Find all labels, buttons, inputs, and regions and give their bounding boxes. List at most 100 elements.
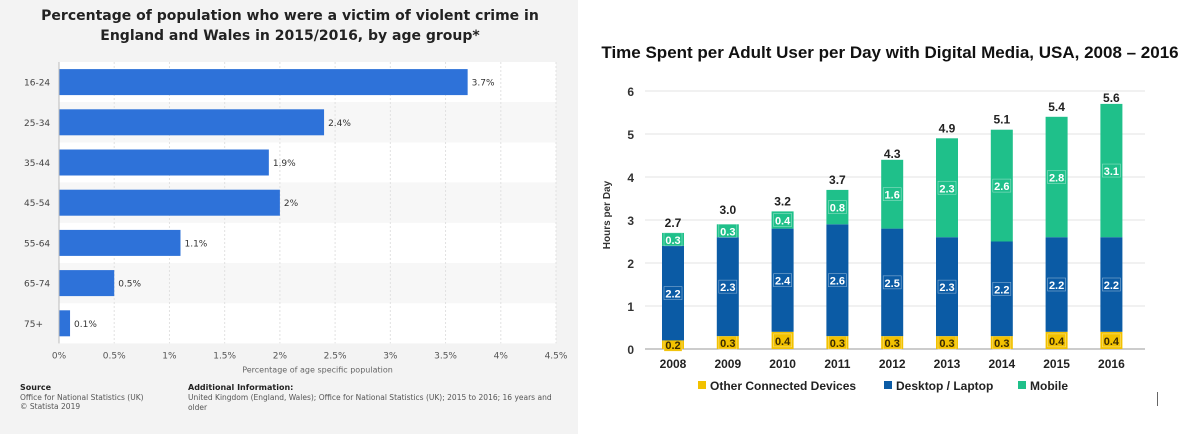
segment-value-label: 2.2 <box>665 289 680 301</box>
segment-value-label: 0.4 <box>775 216 791 228</box>
x-tick-label: 0.5% <box>103 351 126 361</box>
y-category-label: 65-74 <box>24 280 50 290</box>
y-tick-label: 6 <box>627 85 634 99</box>
segment-label-box <box>937 180 957 195</box>
source-line-1: Office for National Statistics (UK) <box>20 393 144 402</box>
segment-value-label: 2.6 <box>830 276 845 288</box>
segment-value-label: 0.4 <box>1104 336 1120 348</box>
total-label: 5.6 <box>1103 91 1120 105</box>
segment-value-label: 0.3 <box>994 338 1009 350</box>
segment-label-box <box>882 187 902 201</box>
row-band <box>59 263 556 304</box>
x-axis-title: Percentage of age specific population <box>242 365 393 374</box>
info-text: United Kingdom (England, Wales); Office … <box>188 393 552 412</box>
segment-label-box <box>718 279 738 294</box>
bar-value-label: 2% <box>284 199 299 209</box>
segment-value-label: 2.3 <box>720 282 735 294</box>
segment-label-box <box>1102 163 1121 178</box>
x-tick-label: 2.5% <box>324 351 347 361</box>
divider-line <box>1157 392 1158 406</box>
x-tick-label: 2008 <box>660 357 687 371</box>
bar <box>59 69 468 96</box>
total-label: 3.0 <box>719 203 736 217</box>
segment-label-box <box>663 232 683 247</box>
segment-label-box <box>882 275 902 290</box>
total-label: 4.3 <box>884 147 901 161</box>
total-label: 4.9 <box>939 121 956 135</box>
segment-value-label: 0.3 <box>939 338 954 350</box>
y-tick-label: 0 <box>627 343 634 357</box>
info-heading: Additional Information: <box>188 383 294 392</box>
segment-label-box <box>773 273 792 288</box>
segment-label-box <box>1047 170 1066 184</box>
segment-label-box <box>773 333 792 348</box>
bar <box>59 270 115 297</box>
legend-label: Other Connected Devices <box>710 379 856 393</box>
segment-value-label: 2.6 <box>994 181 1009 193</box>
segment-value-label: 2.2 <box>1104 280 1119 292</box>
segment-label-box <box>828 273 847 288</box>
segment-value-label: 0.8 <box>830 203 845 215</box>
x-tick-label: 1.5% <box>213 351 236 361</box>
segment-value-label: 1.6 <box>885 190 900 202</box>
total-label: 3.7 <box>829 173 846 187</box>
legend-swatch <box>884 381 892 389</box>
x-tick-label: 1% <box>162 351 177 361</box>
segment-label-box <box>828 200 847 214</box>
segment-value-label: 2.2 <box>994 284 1009 296</box>
segment-value-label: 2.8 <box>1049 173 1064 185</box>
legend-swatch <box>698 381 706 389</box>
row-band <box>59 303 556 344</box>
segment-value-label: 0.4 <box>775 336 791 348</box>
x-tick-label: 2009 <box>714 357 741 371</box>
bar-value-label: 1.9% <box>273 159 296 169</box>
x-tick-label: 2016 <box>1098 357 1125 371</box>
segment-value-label: 0.3 <box>665 235 680 247</box>
y-tick-label: 1 <box>627 300 634 314</box>
x-tick-label: 2013 <box>934 357 961 371</box>
segment-label-box <box>718 223 738 238</box>
y-category-label: 45-54 <box>24 199 50 209</box>
segment-label-box <box>663 286 683 300</box>
x-tick-label: 2012 <box>879 357 906 371</box>
segment-value-label: 2.5 <box>885 278 900 290</box>
segment-label-box <box>992 178 1012 193</box>
bar <box>59 189 280 216</box>
segment-label-box <box>773 213 792 227</box>
x-tick-label: 3.5% <box>434 351 457 361</box>
bar <box>59 310 71 337</box>
right-chart-title: Time Spent per Adult User per Day with D… <box>601 43 1179 62</box>
segment-value-label: 2.2 <box>1049 280 1064 292</box>
total-label: 3.2 <box>774 194 791 208</box>
x-tick-label: 3% <box>383 351 398 361</box>
segment-label-box <box>992 281 1012 296</box>
segment-value-label: 2.3 <box>939 183 954 195</box>
segment-value-label: 3.1 <box>1104 166 1119 178</box>
legend-label: Mobile <box>1030 379 1068 393</box>
source-line-2: © Statista 2019 <box>20 402 81 411</box>
legend-label: Desktop / Laptop <box>896 379 993 393</box>
x-tick-label: 2014 <box>988 357 1015 371</box>
segment-label-box <box>1102 333 1121 348</box>
segment-value-label: 0.3 <box>720 226 735 238</box>
segment-value-label: 0.3 <box>830 338 845 350</box>
segment-value-label: 0.4 <box>1049 336 1065 348</box>
bar-value-label: 2.4% <box>328 119 351 129</box>
y-category-label: 75+ <box>24 320 43 330</box>
segment-value-label: 0.3 <box>885 338 900 350</box>
bar <box>59 229 181 256</box>
bar-value-label: 1.1% <box>184 239 207 249</box>
y-tick-label: 3 <box>627 214 634 228</box>
segment-label-box <box>1047 277 1066 292</box>
y-axis-title: Hours per Day <box>602 180 613 249</box>
y-tick-label: 2 <box>627 257 634 271</box>
segment-value-label: 0.3 <box>720 338 735 350</box>
total-label: 2.7 <box>665 216 682 230</box>
bar-value-label: 3.7% <box>472 79 495 89</box>
bar-value-label: 0.5% <box>118 280 141 290</box>
x-tick-label: 2% <box>273 351 288 361</box>
y-tick-label: 4 <box>627 171 634 185</box>
source-heading: Source <box>20 383 52 392</box>
bar <box>59 149 269 176</box>
segment-value-label: 2.3 <box>939 282 954 294</box>
